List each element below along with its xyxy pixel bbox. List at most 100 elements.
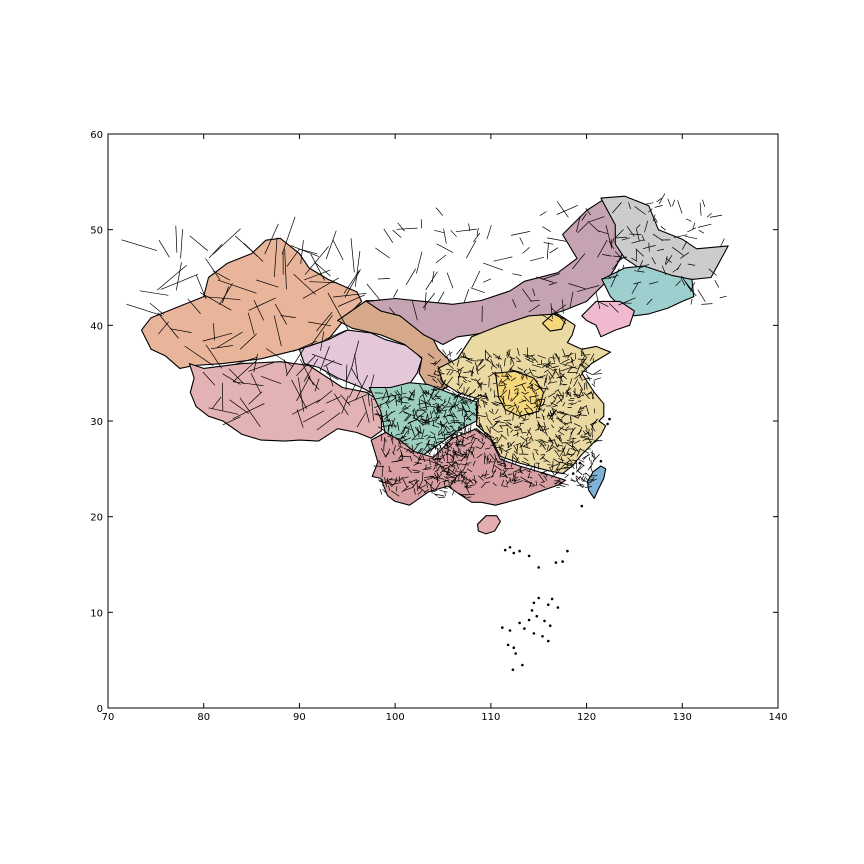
county-boundary (501, 396, 506, 406)
county-boundary (569, 428, 574, 438)
county-boundary (665, 255, 673, 266)
county-boundary (444, 451, 452, 457)
county-boundary (222, 416, 241, 426)
county-boundary (356, 412, 367, 428)
county-boundary (511, 456, 520, 463)
county-boundary (474, 399, 479, 406)
county-boundary (487, 371, 496, 378)
county-boundary (433, 466, 436, 471)
county-boundary (430, 386, 437, 396)
county-boundary (439, 377, 442, 382)
county-boundary (477, 414, 487, 418)
county-boundary (437, 404, 443, 410)
county-boundary (180, 228, 183, 259)
county-boundary (554, 389, 560, 393)
county-boundary (463, 423, 468, 433)
county-boundary (494, 421, 505, 424)
county-boundary (381, 424, 393, 427)
county-boundary (157, 312, 179, 339)
county-boundary (222, 373, 241, 385)
x-tick-label: 70 (102, 712, 115, 723)
county-boundary (211, 396, 222, 409)
county-boundary (340, 394, 351, 406)
county-boundary (546, 363, 556, 365)
county-boundary (494, 401, 504, 405)
county-boundary (536, 416, 541, 419)
county-boundary (542, 226, 551, 233)
county-boundary (548, 360, 552, 365)
county-boundary (513, 388, 518, 391)
county-boundary (568, 402, 574, 405)
county-boundary (536, 385, 543, 389)
island-speck (532, 601, 536, 605)
county-boundary (389, 479, 401, 481)
county-boundary (626, 226, 635, 237)
county-boundary (250, 372, 262, 394)
county-boundary (462, 422, 465, 428)
county-boundary (273, 237, 278, 278)
county-boundary (701, 303, 713, 305)
county-boundary (373, 465, 384, 467)
county-boundary (444, 491, 446, 497)
county-boundary (411, 444, 414, 455)
county-boundary (557, 471, 565, 475)
county-boundary (442, 425, 447, 434)
county-boundary (593, 454, 596, 459)
county-boundary (449, 351, 451, 357)
county-boundary (545, 373, 548, 384)
county-boundary (380, 433, 383, 442)
county-boundary (547, 464, 554, 466)
county-boundary (448, 405, 454, 411)
county-boundary (451, 466, 456, 473)
county-boundary (514, 383, 523, 388)
county-boundary (458, 396, 467, 406)
county-boundary (434, 464, 440, 466)
county-boundary (458, 429, 463, 432)
county-boundary (361, 395, 370, 423)
county-boundary (337, 294, 366, 307)
county-boundary (581, 364, 588, 371)
county-boundary (517, 468, 527, 474)
county-boundary (416, 429, 423, 434)
county-boundary (537, 363, 547, 365)
county-boundary (407, 398, 414, 401)
county-boundary (590, 452, 595, 455)
county-boundary (448, 421, 455, 425)
county-boundary (448, 441, 453, 449)
county-boundary (394, 477, 398, 483)
island-speck (543, 619, 546, 623)
county-boundary (523, 370, 528, 380)
county-boundary (392, 445, 396, 454)
county-boundary (551, 418, 555, 423)
county-boundary (573, 378, 579, 387)
county-boundary (485, 394, 489, 401)
county-boundary (443, 409, 447, 419)
county-boundary (564, 387, 572, 394)
county-boundary (501, 475, 508, 477)
county-boundary (576, 430, 582, 435)
county-boundary (471, 447, 475, 456)
county-boundary (351, 368, 363, 387)
county-boundary (455, 450, 464, 456)
county-boundary (408, 479, 417, 484)
county-boundary (558, 484, 566, 487)
county-boundary (550, 303, 553, 319)
county-boundary (499, 425, 503, 430)
tibet-region (188, 361, 383, 442)
county-boundary (392, 229, 402, 238)
x-tick-label: 130 (673, 712, 692, 723)
county-boundary (239, 333, 257, 350)
county-boundary (449, 453, 455, 460)
county-boundary (512, 453, 514, 463)
county-boundary (400, 442, 409, 445)
county-boundary (511, 231, 531, 236)
county-boundary (566, 462, 568, 471)
county-boundary (325, 230, 337, 260)
county-boundary (513, 470, 518, 472)
county-boundary (513, 450, 518, 455)
county-boundary (652, 214, 656, 222)
county-boundary (449, 357, 455, 366)
county-boundary (580, 434, 583, 439)
county-boundary (274, 303, 288, 325)
county-boundary (654, 205, 663, 208)
